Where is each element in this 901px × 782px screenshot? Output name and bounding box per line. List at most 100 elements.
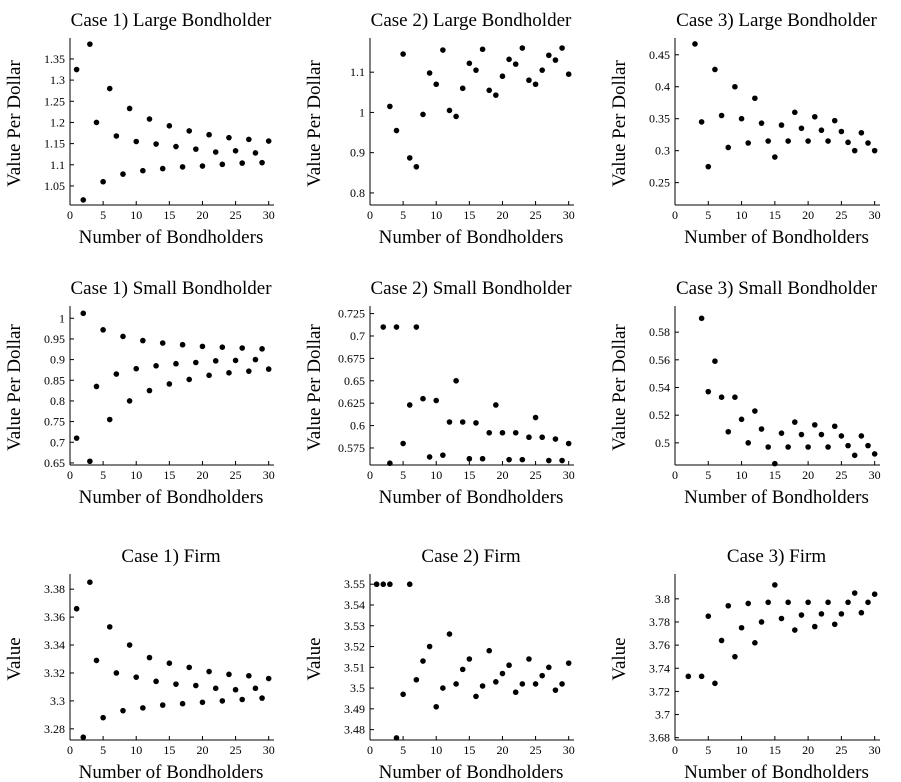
data-point bbox=[785, 138, 791, 144]
data-point bbox=[80, 197, 87, 203]
data-point bbox=[420, 658, 426, 664]
data-point bbox=[173, 143, 179, 150]
data-point bbox=[73, 435, 80, 441]
data-point bbox=[506, 456, 512, 463]
data-point bbox=[758, 120, 765, 126]
data-point bbox=[559, 45, 565, 51]
x-tick-label: 30 bbox=[563, 208, 575, 222]
data-point bbox=[426, 454, 433, 460]
x-tick-label: 0 bbox=[367, 468, 373, 482]
data-point bbox=[792, 109, 798, 116]
y-tick-label: 3.36 bbox=[44, 610, 65, 624]
chart-title: Case 3) Firm bbox=[727, 546, 826, 567]
data-point bbox=[732, 394, 738, 400]
data-point bbox=[199, 699, 206, 706]
y-tick-label: 0.5 bbox=[655, 436, 670, 450]
y-tick-label: 0.8 bbox=[350, 186, 365, 200]
data-point bbox=[406, 402, 413, 408]
data-point bbox=[433, 397, 440, 404]
data-point bbox=[745, 600, 752, 607]
x-tick-label: 30 bbox=[263, 743, 275, 757]
data-point bbox=[818, 431, 825, 438]
data-point bbox=[466, 60, 473, 67]
x-tick-label: 0 bbox=[67, 743, 73, 757]
x-tick-label: 25 bbox=[835, 468, 847, 482]
data-point bbox=[126, 642, 133, 648]
data-point bbox=[193, 146, 199, 152]
chart-title: Case 1) Large Bondholder bbox=[71, 10, 272, 31]
data-point bbox=[512, 689, 519, 696]
x-tick-label: 15 bbox=[163, 743, 175, 757]
x-tick-label: 10 bbox=[130, 468, 142, 482]
x-tick-label: 20 bbox=[496, 468, 508, 482]
data-point bbox=[120, 707, 126, 714]
data-point bbox=[792, 419, 798, 425]
chart-panel-7: Case 1) Firm 0 5 10 15 20 25 30 3.28 3.3 3.32 3.34 3… bbox=[4, 546, 275, 782]
data-point bbox=[532, 414, 539, 421]
data-point bbox=[420, 395, 426, 402]
y-tick-label: 1 bbox=[359, 105, 365, 119]
data-point bbox=[725, 428, 732, 435]
x-tick-label: 15 bbox=[163, 468, 175, 482]
x-tick-label: 30 bbox=[869, 468, 881, 482]
data-point bbox=[526, 77, 532, 84]
x-axis-label: Number of Bondholders bbox=[684, 227, 869, 248]
x-tick-label: 10 bbox=[130, 743, 142, 757]
y-axis-label: Value Per Dollar bbox=[304, 324, 325, 451]
y-tick-label: 3.53 bbox=[344, 619, 365, 633]
data-point bbox=[772, 582, 778, 588]
y-axis-label: Value Per Dollar bbox=[4, 324, 25, 451]
data-point bbox=[80, 310, 87, 317]
y-tick-label: 0.85 bbox=[44, 373, 65, 387]
chart-panel-9: Case 3) Firm 0 5 10 15 20 25 30 3.68 3.7 3.72 3.74 3… bbox=[609, 546, 881, 782]
data-point bbox=[818, 127, 825, 134]
x-tick-label: 10 bbox=[430, 208, 442, 222]
data-point bbox=[851, 590, 858, 596]
data-point bbox=[473, 67, 479, 73]
data-point bbox=[565, 660, 572, 666]
data-point bbox=[186, 128, 193, 134]
data-point bbox=[219, 344, 226, 351]
data-point bbox=[851, 147, 858, 154]
data-point bbox=[440, 452, 446, 458]
x-tick-label: 25 bbox=[530, 468, 542, 482]
x-tick-label: 0 bbox=[367, 743, 373, 757]
chart-title: Case 3) Small Bondholder bbox=[676, 278, 878, 299]
data-point bbox=[212, 685, 219, 692]
data-point bbox=[265, 675, 272, 682]
data-point bbox=[486, 429, 493, 436]
data-point bbox=[193, 359, 199, 366]
y-tick-label: 3.55 bbox=[344, 577, 365, 591]
y-tick-label: 1.3 bbox=[50, 73, 65, 87]
data-point bbox=[752, 95, 758, 102]
data-point bbox=[845, 442, 851, 449]
data-point bbox=[259, 695, 265, 701]
x-axis-label: Number of Bondholders bbox=[79, 227, 264, 248]
chart-panel-8: Case 2) Firm 0 5 10 15 20 25 30 3.48 3.49 3.5 3.51 3… bbox=[304, 546, 575, 782]
data-point bbox=[140, 337, 146, 344]
data-point bbox=[239, 160, 245, 166]
data-point bbox=[206, 668, 212, 675]
data-point bbox=[825, 138, 831, 144]
data-point bbox=[526, 656, 532, 662]
data-point bbox=[778, 430, 785, 436]
y-tick-label: 0.75 bbox=[44, 415, 65, 429]
data-point bbox=[159, 165, 166, 172]
data-point bbox=[93, 383, 100, 390]
data-point bbox=[453, 377, 459, 384]
data-point bbox=[133, 138, 140, 145]
data-point bbox=[838, 128, 845, 135]
x-tick-label: 25 bbox=[835, 208, 847, 222]
x-tick-label: 30 bbox=[869, 208, 881, 222]
data-point bbox=[712, 358, 718, 365]
x-tick-label: 15 bbox=[163, 208, 175, 222]
y-tick-label: 3.5 bbox=[350, 681, 365, 695]
y-tick-label: 1.2 bbox=[50, 115, 65, 129]
y-axis-label: Value Per Dollar bbox=[4, 60, 25, 187]
x-tick-label: 30 bbox=[563, 468, 575, 482]
x-tick-label: 0 bbox=[67, 208, 73, 222]
y-tick-label: 0.35 bbox=[649, 112, 670, 126]
data-point bbox=[466, 656, 473, 662]
data-point bbox=[745, 440, 752, 446]
data-point bbox=[459, 666, 466, 673]
